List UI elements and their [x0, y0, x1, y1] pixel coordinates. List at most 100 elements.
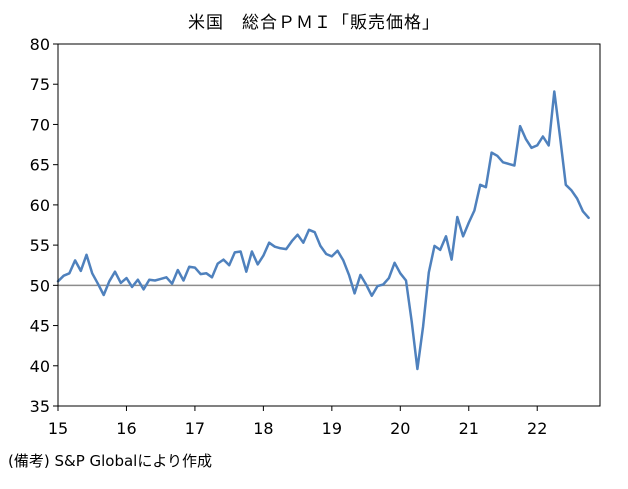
data-point	[325, 253, 327, 255]
x-tick-label: 17	[185, 419, 205, 438]
data-point	[68, 272, 71, 275]
data-point	[530, 146, 533, 149]
data-point	[279, 247, 282, 250]
data-point	[370, 294, 373, 297]
data-point	[85, 253, 88, 256]
chart-title: 米国 総合ＰＭＩ「販売価格」	[188, 13, 440, 33]
x-tick-label: 20	[390, 419, 410, 438]
y-tick-label: 80	[30, 35, 50, 54]
source-note: (備考) S&P Globalにより作成	[8, 452, 213, 470]
data-point	[519, 125, 521, 127]
y-tick-label: 65	[30, 156, 50, 175]
y-tick-label: 50	[30, 276, 50, 295]
data-point	[559, 135, 561, 138]
data-point	[182, 279, 185, 282]
data-point	[479, 183, 481, 186]
data-point	[382, 283, 384, 286]
data-point	[553, 90, 556, 93]
data-point	[142, 288, 145, 291]
data-point	[313, 231, 316, 234]
y-tick-label: 45	[30, 317, 50, 336]
data-point	[222, 258, 225, 261]
data-point	[348, 274, 350, 276]
data-point	[399, 272, 402, 275]
x-tick-label: 16	[116, 419, 136, 438]
x-tick-label: 15	[48, 419, 68, 438]
data-point	[228, 264, 230, 267]
data-point	[251, 250, 253, 253]
data-point	[450, 258, 453, 261]
data-point	[291, 240, 293, 242]
x-tick-label: 22	[527, 419, 547, 438]
data-point	[496, 155, 499, 157]
data-point	[410, 320, 413, 323]
data-point	[547, 144, 550, 147]
data-point	[62, 274, 65, 277]
data-point	[462, 235, 464, 238]
data-point	[268, 241, 270, 244]
data-point	[524, 138, 527, 140]
data-point	[234, 251, 236, 254]
data-points	[57, 90, 590, 370]
data-point	[507, 163, 510, 165]
data-point	[137, 278, 139, 281]
data-point	[336, 249, 339, 252]
x-tick-label: 19	[322, 419, 342, 438]
data-point	[199, 273, 202, 275]
data-point	[131, 286, 133, 288]
data-point	[91, 272, 94, 275]
data-point	[393, 262, 396, 264]
data-point	[114, 270, 116, 273]
y-axis: 35 40 45 50 55 60 65 70 75 80	[30, 35, 58, 416]
x-axis: 15 16 17 18 19 20 21 22	[48, 406, 547, 438]
data-point	[165, 276, 168, 279]
data-point	[542, 135, 544, 138]
data-point	[74, 259, 76, 262]
data-point	[102, 294, 105, 296]
data-point	[159, 278, 162, 280]
data-point	[485, 186, 487, 188]
data-point	[194, 266, 196, 269]
y-tick-label: 55	[30, 236, 50, 255]
data-point	[428, 271, 430, 274]
series-line	[56, 90, 590, 371]
line-chart: 35 40 45 50 55 60 65 70 75 80 15 16 17 18 19 20 21 22	[30, 35, 601, 438]
data-point	[188, 266, 191, 268]
data-point	[564, 183, 567, 186]
data-point	[205, 272, 208, 275]
data-point	[473, 209, 476, 212]
plot-area-frame	[57, 43, 601, 407]
y-tick-label: 35	[30, 397, 50, 416]
data-point	[274, 245, 276, 248]
y-tick-label: 40	[30, 357, 50, 376]
y-tick-label: 75	[30, 75, 50, 94]
data-point	[353, 292, 356, 295]
data-point	[439, 249, 442, 251]
data-point	[308, 229, 310, 231]
data-point	[422, 325, 424, 328]
data-point	[125, 277, 128, 279]
x-tick-label: 18	[253, 419, 273, 438]
data-point	[148, 278, 151, 281]
data-point	[154, 279, 156, 282]
data-point	[216, 262, 219, 265]
data-point	[177, 269, 179, 271]
data-point	[256, 263, 259, 266]
data-point	[296, 233, 299, 236]
y-tick-label: 70	[30, 115, 50, 134]
data-point	[359, 274, 362, 276]
data-point	[319, 245, 322, 247]
data-point	[262, 254, 265, 257]
data-point	[416, 368, 419, 370]
data-point	[576, 197, 578, 200]
data-point	[570, 189, 573, 192]
data-point	[331, 255, 333, 258]
data-point	[433, 245, 436, 247]
data-point	[365, 283, 367, 286]
data-point	[582, 210, 584, 213]
data-point	[467, 221, 470, 224]
data-point	[388, 277, 390, 279]
data-point	[97, 282, 99, 285]
data-point	[119, 282, 122, 284]
data-point	[445, 235, 447, 238]
